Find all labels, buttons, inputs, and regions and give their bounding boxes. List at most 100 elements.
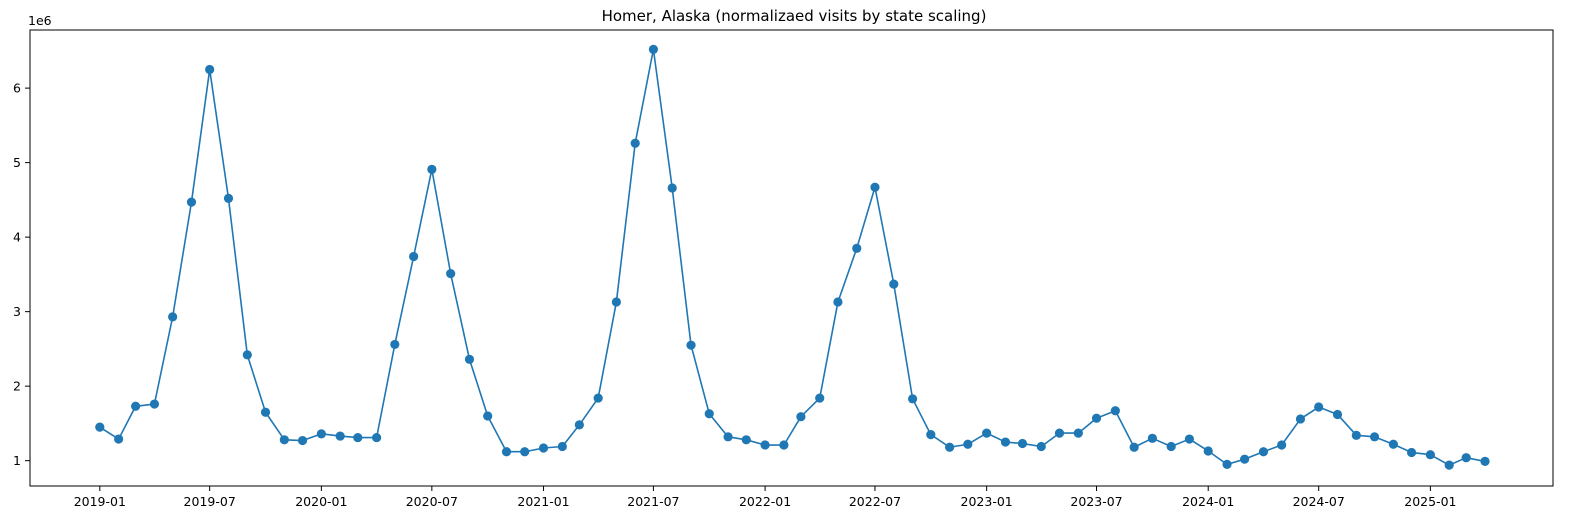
data-point [131, 401, 141, 411]
data-point [1110, 406, 1120, 416]
x-axis-ticks: 2019-01 2019-07 2020-01 2020-07 2021-01 2021-… [74, 486, 1457, 509]
data-point [205, 64, 215, 75]
x-tick-label: 2022-07 [849, 494, 901, 509]
data-point [1000, 437, 1011, 447]
data-point [907, 394, 918, 404]
data-point [520, 447, 530, 457]
x-tick-label: 2022-01 [739, 494, 791, 509]
data-point [1258, 447, 1269, 457]
data-point [815, 393, 825, 403]
data-point [446, 269, 456, 279]
data-point [223, 193, 234, 203]
data-point [686, 340, 696, 350]
data-point [316, 429, 326, 439]
data-point [297, 435, 308, 446]
data-point [1295, 414, 1306, 424]
data-point [1461, 453, 1471, 463]
data-point [279, 435, 289, 445]
data-point [1184, 434, 1194, 444]
data-point [1017, 438, 1028, 449]
x-tick-label: 2019-01 [74, 494, 126, 509]
data-point [945, 442, 955, 452]
data-point [1332, 409, 1343, 420]
data-point [796, 412, 806, 422]
x-tick-label: 2023-07 [1070, 494, 1122, 509]
y-tick-label: 1 [13, 453, 21, 468]
data-point [557, 441, 567, 452]
series-line [99, 48, 1486, 466]
data-point [427, 164, 437, 174]
data-point [963, 439, 973, 449]
y-tick-label: 4 [13, 230, 21, 245]
data-point [593, 393, 603, 403]
y-tick-label: 3 [13, 304, 21, 319]
data-point [630, 138, 640, 148]
data-point [1369, 432, 1380, 442]
data-point [538, 443, 549, 453]
x-tick-label: 2021-01 [517, 494, 569, 509]
data-point [779, 440, 789, 450]
chart-title: Homer, Alaska (normalizaed visits by sta… [602, 7, 987, 25]
data-point [1073, 428, 1083, 438]
data-point [1203, 446, 1213, 456]
data-point [483, 411, 493, 421]
data-point [1147, 433, 1157, 443]
x-tick-label: 2021-07 [627, 494, 679, 509]
data-point [982, 428, 992, 438]
data-point [1054, 428, 1065, 438]
plot-area-frame [29, 29, 1554, 487]
data-point [1091, 413, 1102, 423]
data-point [353, 432, 363, 443]
y-axis-ticks: 1 2 3 4 5 6 [13, 81, 30, 468]
data-point [501, 447, 512, 457]
data-point [704, 409, 714, 419]
data-point [1314, 402, 1324, 412]
data-point [114, 434, 124, 444]
x-tick-label: 2020-01 [295, 494, 347, 509]
x-tick-label: 2020-07 [406, 494, 458, 509]
data-point [611, 297, 621, 307]
data-point [667, 183, 677, 193]
data-point [260, 407, 271, 417]
x-tick-label: 2019-07 [184, 494, 236, 509]
data-point [1406, 447, 1417, 458]
data-point [1240, 454, 1250, 464]
data-point [852, 243, 862, 253]
y-tick-label: 2 [13, 379, 21, 394]
data-point [95, 422, 105, 432]
data-point [574, 420, 584, 430]
y-tick-label: 6 [13, 81, 21, 96]
data-point [149, 399, 160, 409]
data-point [390, 339, 400, 350]
data-point [1129, 442, 1139, 452]
x-tick-label: 2024-07 [1293, 494, 1345, 509]
data-point [1277, 440, 1287, 450]
data-point [1166, 441, 1176, 452]
data-point [723, 432, 733, 442]
data-point [760, 440, 770, 450]
data-point [1036, 441, 1046, 452]
data-point [335, 431, 345, 441]
data-point [242, 350, 252, 360]
data-point [168, 312, 178, 322]
y-axis-offset-label: 1e6 [28, 13, 52, 28]
data-point [372, 432, 382, 443]
data-point [1222, 459, 1232, 469]
y-tick-label: 5 [13, 155, 21, 170]
data-point [833, 297, 843, 307]
data-point [648, 44, 659, 54]
x-tick-label: 2023-01 [961, 494, 1013, 509]
x-tick-label: 2024-01 [1182, 494, 1234, 509]
data-point [464, 354, 475, 364]
x-tick-label: 2025-01 [1404, 494, 1456, 509]
data-point [1444, 460, 1454, 470]
data-point [1425, 450, 1435, 460]
data-point [870, 182, 880, 192]
data-point [926, 429, 936, 440]
data-point [889, 279, 899, 289]
data-point [1388, 439, 1398, 449]
data-point [741, 435, 751, 445]
series-layer [95, 44, 1490, 470]
data-point [409, 251, 419, 262]
